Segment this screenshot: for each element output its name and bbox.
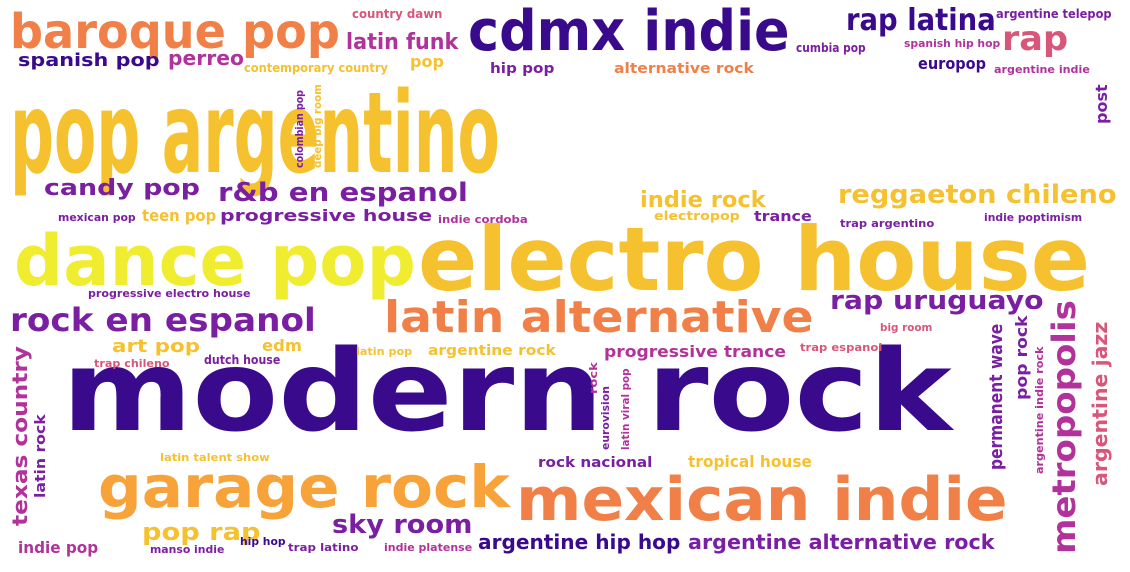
word: cumbia pop	[796, 41, 866, 55]
word: spanish hip hop	[904, 37, 1001, 50]
word: teen pop	[142, 206, 217, 225]
word: electro house	[418, 208, 1091, 311]
word: argentine telepop	[996, 7, 1112, 21]
word: rock	[587, 362, 600, 394]
word: trap argentino	[840, 217, 935, 230]
word: metropopolis	[1045, 300, 1083, 554]
word: colombian pop	[293, 90, 306, 168]
word: rock en espanol	[10, 301, 316, 339]
word: europop	[918, 54, 987, 73]
word: latin funk	[346, 30, 459, 55]
word: spanish pop	[18, 50, 160, 71]
word: trap latino	[288, 541, 359, 554]
word: progressive electro house	[88, 287, 251, 300]
word: progressive trance	[604, 342, 786, 361]
word: pop rock	[1012, 315, 1031, 400]
word: eurovision	[599, 386, 612, 450]
word: tropical house	[688, 452, 812, 471]
word: mexican pop	[58, 211, 136, 224]
word: r&b en espanol	[218, 178, 468, 208]
word: rap	[1002, 19, 1069, 59]
word: trance	[754, 209, 812, 225]
word: baroque pop	[10, 4, 340, 60]
word: pop	[410, 52, 444, 71]
word: modern rock	[62, 327, 952, 457]
word: post	[1092, 84, 1111, 124]
word: trap chileno	[94, 357, 170, 370]
word: rock nacional	[538, 455, 653, 471]
word: alternative rock	[614, 61, 754, 77]
word: cdmx indie	[468, 0, 790, 64]
word: edm	[262, 336, 302, 355]
word: art pop	[112, 336, 201, 357]
word: country dawn	[352, 7, 443, 21]
word: rap uruguayo	[830, 286, 1044, 316]
word: indie poptimism	[984, 211, 1083, 224]
word: argentine indie rock	[1033, 346, 1046, 474]
word: big room	[880, 321, 933, 334]
word: pop argentino	[10, 69, 500, 199]
word: permanent wave	[986, 323, 1007, 470]
word: manso indie	[150, 543, 225, 556]
word: rap latina	[846, 3, 996, 38]
word: argentine alternative rock	[688, 530, 995, 554]
word: latin viral pop	[619, 368, 632, 450]
word: reggaeton chileno	[838, 180, 1117, 210]
word: argentine hip hop	[478, 530, 681, 554]
word: latin alternative	[384, 292, 814, 343]
word: latin pop	[356, 345, 413, 358]
word: electropop	[654, 209, 740, 223]
word: dance pop	[14, 220, 416, 302]
word: argentine rock	[428, 343, 556, 359]
word: candy pop	[44, 176, 200, 201]
word: texas country	[8, 346, 32, 526]
word: latin rock	[33, 414, 49, 498]
word: contemporary country	[244, 61, 388, 75]
word: hip pop	[490, 61, 555, 77]
word: progressive house	[220, 206, 433, 225]
word: indie cordoba	[438, 213, 528, 226]
word: argentine indie	[994, 63, 1090, 76]
word: trap espanol	[800, 341, 883, 354]
word: mexican indie	[516, 465, 1008, 535]
word: indie pop	[18, 538, 99, 557]
word: latin talent show	[160, 451, 270, 464]
word: sky room	[332, 510, 473, 540]
word: garage rock	[98, 453, 510, 521]
word: deep big room	[311, 84, 324, 168]
word: perreo	[168, 46, 244, 70]
word: hip hop	[240, 535, 286, 548]
word: argentine jazz	[1088, 321, 1112, 486]
word: dutch house	[204, 353, 281, 367]
word: indie rock	[640, 188, 766, 213]
word: indie platense	[384, 541, 473, 554]
word: pop rap	[142, 518, 261, 546]
